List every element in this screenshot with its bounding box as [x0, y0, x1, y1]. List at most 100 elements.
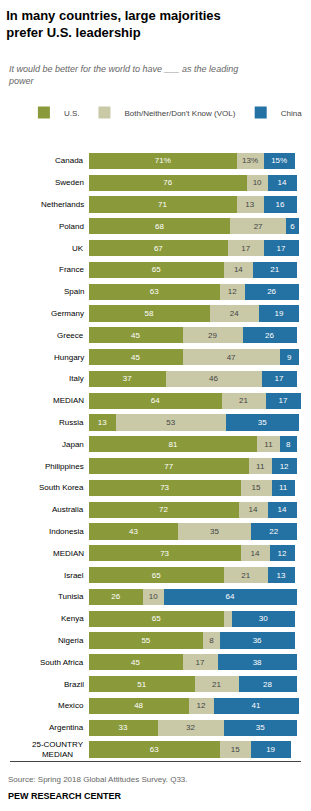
svg-text:Mexico: Mexico: [58, 701, 84, 710]
svg-text:12: 12: [197, 701, 206, 710]
svg-text:Canada: Canada: [55, 156, 84, 165]
svg-text:Hungary: Hungary: [54, 353, 84, 362]
svg-text:71%: 71%: [155, 156, 171, 165]
svg-text:76: 76: [163, 178, 172, 187]
svg-text:58: 58: [145, 309, 154, 318]
svg-text:14: 14: [278, 178, 287, 187]
svg-text:65: 65: [152, 571, 161, 580]
svg-text:MEDIAN: MEDIAN: [53, 396, 84, 405]
svg-text:14: 14: [251, 549, 260, 558]
svg-text:Indonesia: Indonesia: [49, 527, 84, 536]
svg-text:UK: UK: [72, 244, 84, 253]
svg-text:Argentina: Argentina: [49, 723, 84, 732]
svg-text:17: 17: [241, 244, 250, 253]
svg-text:68: 68: [155, 222, 164, 231]
svg-text:11: 11: [256, 462, 265, 471]
svg-text:Brazil: Brazil: [64, 680, 84, 689]
svg-text:Germany: Germany: [51, 309, 84, 318]
svg-text:Source: Spring 2018 Global Att: Source: Spring 2018 Global Attitudes Sur…: [8, 775, 188, 784]
svg-text:21: 21: [241, 571, 250, 580]
svg-text:In many countries, large major: In many countries, large majoritiesprefe…: [6, 8, 221, 40]
svg-text:64: 64: [226, 592, 235, 601]
svg-text:17: 17: [195, 658, 204, 667]
svg-text:17: 17: [279, 396, 288, 405]
svg-text:21: 21: [270, 265, 279, 274]
svg-text:8: 8: [209, 636, 214, 645]
svg-text:France: France: [59, 265, 84, 274]
svg-text:It would be better for the wor: It would be better for the world to have…: [8, 64, 238, 86]
svg-text:13: 13: [245, 200, 254, 209]
svg-text:Greece: Greece: [57, 331, 84, 340]
svg-text:67: 67: [154, 244, 163, 253]
svg-text:29: 29: [208, 331, 217, 340]
svg-text:53: 53: [166, 418, 175, 427]
svg-text:Nigeria: Nigeria: [58, 636, 84, 645]
svg-text:14: 14: [278, 505, 287, 514]
svg-text:11: 11: [279, 483, 288, 492]
svg-text:Kenya: Kenya: [61, 614, 84, 623]
svg-text:15: 15: [252, 483, 261, 492]
svg-text:46: 46: [209, 374, 218, 383]
svg-text:48: 48: [134, 701, 143, 710]
svg-text:51: 51: [137, 680, 146, 689]
svg-text:63: 63: [150, 745, 159, 754]
svg-text:Russia: Russia: [59, 418, 84, 427]
svg-text:47: 47: [227, 353, 236, 362]
svg-text:35: 35: [258, 418, 267, 427]
svg-text:China: China: [281, 109, 302, 118]
svg-text:19: 19: [274, 309, 283, 318]
svg-text:15: 15: [231, 745, 240, 754]
svg-text:Tunisia: Tunisia: [58, 592, 84, 601]
svg-text:45: 45: [131, 331, 140, 340]
svg-text:21: 21: [212, 680, 221, 689]
svg-text:16: 16: [275, 200, 284, 209]
svg-text:South Africa: South Africa: [40, 658, 84, 667]
svg-text:21: 21: [239, 396, 248, 405]
svg-text:8: 8: [286, 440, 291, 449]
svg-text:35: 35: [210, 527, 219, 536]
svg-text:45: 45: [131, 353, 140, 362]
svg-text:71: 71: [158, 200, 167, 209]
svg-text:77: 77: [164, 462, 173, 471]
svg-text:12: 12: [228, 287, 237, 296]
svg-text:9: 9: [287, 353, 292, 362]
svg-text:45: 45: [131, 658, 140, 667]
svg-text:38: 38: [253, 658, 262, 667]
svg-text:Italy: Italy: [69, 374, 84, 383]
svg-text:Israel: Israel: [64, 571, 84, 580]
svg-text:26: 26: [111, 592, 120, 601]
svg-text:12: 12: [280, 462, 289, 471]
svg-text:73: 73: [160, 549, 169, 558]
svg-text:Japan: Japan: [62, 440, 84, 449]
svg-text:12: 12: [278, 549, 287, 558]
svg-text:65: 65: [152, 614, 161, 623]
svg-text:15%: 15%: [271, 156, 287, 165]
svg-text:Australia: Australia: [52, 505, 84, 514]
svg-text:17: 17: [277, 244, 286, 253]
svg-text:41: 41: [252, 701, 261, 710]
svg-text:Both/Neither/Don't Know (VOL): Both/Neither/Don't Know (VOL): [124, 109, 235, 118]
svg-text:35: 35: [256, 723, 265, 732]
svg-text:72: 72: [159, 505, 168, 514]
svg-text:11: 11: [264, 440, 273, 449]
svg-text:65: 65: [152, 265, 161, 274]
svg-text:13: 13: [98, 418, 107, 427]
svg-text:28: 28: [263, 680, 272, 689]
svg-text:33: 33: [119, 723, 128, 732]
svg-text:26: 26: [267, 287, 276, 296]
svg-text:19: 19: [266, 745, 275, 754]
svg-text:Netherlands: Netherlands: [41, 200, 84, 209]
svg-text:10: 10: [149, 592, 158, 601]
svg-text:26: 26: [265, 331, 274, 340]
svg-text:27: 27: [254, 222, 263, 231]
svg-text:36: 36: [253, 636, 262, 645]
svg-text:MEDIAN: MEDIAN: [53, 549, 84, 558]
svg-text:South Korea: South Korea: [39, 483, 84, 492]
svg-text:64: 64: [151, 396, 160, 405]
svg-text:Sweden: Sweden: [55, 178, 84, 187]
svg-text:22: 22: [269, 527, 278, 536]
svg-text:13: 13: [277, 571, 286, 580]
svg-text:17: 17: [274, 374, 283, 383]
svg-text:U.S.: U.S.: [64, 109, 80, 118]
svg-text:24: 24: [230, 309, 239, 318]
